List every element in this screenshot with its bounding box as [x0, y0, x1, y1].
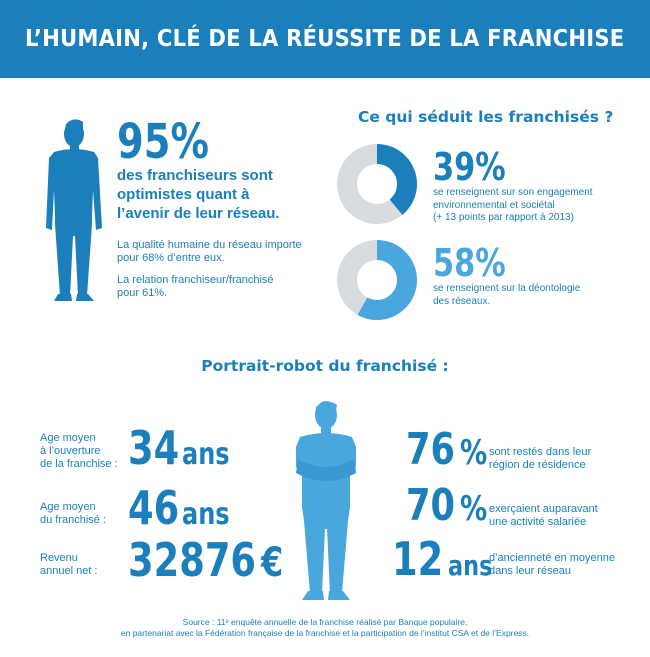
optimism-line: optimistes quant à	[117, 186, 250, 203]
text-line: dans leur réseau	[489, 565, 571, 577]
donut-segment-engagement	[337, 144, 417, 224]
businessman-silhouette-icon	[296, 401, 356, 600]
source-line: Source : 11ᵉ enquête annuelle de la fran…	[182, 617, 468, 627]
seduit-text-engagement: se renseignent sur son engagement enviro…	[433, 187, 643, 225]
seduit-text-deontologie: se renseignent sur la déontologie des ré…	[433, 283, 643, 308]
page-title: L’HUMAIN, CLÉ DE LA RÉUSSITE DE LA FRANC…	[25, 26, 625, 52]
label-line: Revenu	[40, 552, 78, 564]
stat-value-salariee: 70 %	[406, 484, 494, 528]
stat-unit: %	[459, 433, 487, 473]
seduit-line: se renseignent sur son engagement	[433, 187, 593, 198]
stat-label-revenu: Revenu annuel net :	[40, 552, 130, 578]
note-line: La relation franchiseur/franchisé	[117, 274, 274, 286]
stat-number: 32876	[128, 533, 257, 587]
note-line: pour 61%.	[117, 287, 168, 299]
stat-number: 76	[406, 424, 455, 475]
donut-chart-deontologie	[337, 240, 417, 320]
label-line: Age moyen	[40, 501, 96, 513]
seduit-line: (+ 13 points par rapport à 2013)	[433, 212, 574, 223]
optimism-note-relation: La relation franchiseur/franchisé pour 6…	[117, 274, 317, 300]
stat-value-revenu: 32876 €	[128, 537, 288, 583]
source-line: en partenariat avec la Fédération frança…	[120, 628, 530, 638]
optimism-note-human: La qualité humaine du réseau importe pou…	[117, 239, 317, 265]
portrait-title: Portrait-robot du franchisé :	[201, 357, 449, 375]
stat-number: 46	[128, 481, 180, 535]
stat-label-age-ouverture: Age moyen à l’ouverture de la franchise …	[40, 432, 130, 471]
label-line: de la franchise :	[40, 458, 118, 470]
donut-segment-deontologie	[337, 240, 417, 320]
stat-value-age-moyen: 46 ans	[128, 485, 242, 531]
header-banner: L’HUMAIN, CLÉ DE LA RÉUSSITE DE LA FRANC…	[0, 0, 650, 78]
seduit-title: Ce qui séduit les franchisés ?	[358, 108, 614, 126]
seduit-line: des réseaux.	[433, 295, 491, 307]
source-note: Source : 11ᵉ enquête annuelle de la fran…	[0, 617, 650, 639]
seduit-percent-deontologie: 58%	[433, 241, 506, 285]
text-line: d’ancienneté en moyenne	[489, 552, 615, 564]
text-line: région de résidence	[489, 459, 586, 471]
stat-value-age-ouverture: 34 ans	[128, 425, 242, 471]
label-line: annuel net :	[40, 565, 98, 577]
seduit-line: environnemental et sociétal	[433, 199, 555, 211]
stat-number: 12	[392, 532, 444, 586]
label-line: à l’ouverture	[40, 445, 101, 457]
optimism-statement: des franchiseurs sont optimistes quant à…	[117, 166, 317, 223]
optimism-line: l’avenir de leur réseau.	[117, 205, 280, 222]
donut-chart-engagement	[337, 144, 417, 224]
stat-value-residence: 76 %	[406, 428, 494, 472]
optimism-percent: 95%	[117, 114, 209, 170]
man-silhouette-icon	[46, 119, 102, 301]
text-line: sont restés dans leur	[489, 446, 592, 458]
note-line: pour 68% d’entre eux.	[117, 252, 225, 264]
stat-label-age-moyen: Age moyen du franchisé :	[40, 501, 130, 527]
stat-unit: ans	[182, 437, 231, 472]
note-line: La qualité humaine du réseau importe	[117, 239, 302, 251]
stat-number: 34	[128, 421, 180, 475]
label-line: du franchisé :	[40, 514, 107, 526]
stat-unit: ans	[182, 497, 231, 532]
stat-number: 70	[406, 480, 455, 531]
stat-value-anciennete: 12 ans	[392, 536, 504, 582]
seduit-percent-engagement: 39%	[433, 145, 506, 189]
stat-text-salariee: exerçaient auparavant une activité salar…	[489, 503, 639, 529]
seduit-line: se renseignent sur la déontologie	[433, 283, 581, 294]
stat-unit: ans	[448, 549, 493, 582]
stat-text-anciennete: d’ancienneté en moyenne dans leur réseau	[489, 552, 644, 578]
stat-unit: €	[260, 540, 283, 586]
stat-unit: %	[459, 489, 487, 529]
text-line: exerçaient auparavant	[489, 503, 598, 515]
optimism-line: des franchiseurs sont	[117, 167, 273, 184]
text-line: une activité salariée	[489, 516, 587, 528]
label-line: Age moyen	[40, 432, 96, 444]
stat-text-residence: sont restés dans leur région de résidenc…	[489, 446, 639, 472]
